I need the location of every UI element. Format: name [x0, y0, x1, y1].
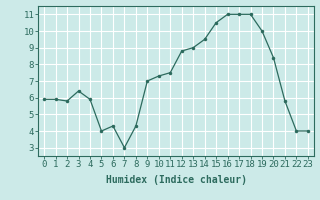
X-axis label: Humidex (Indice chaleur): Humidex (Indice chaleur): [106, 175, 246, 185]
